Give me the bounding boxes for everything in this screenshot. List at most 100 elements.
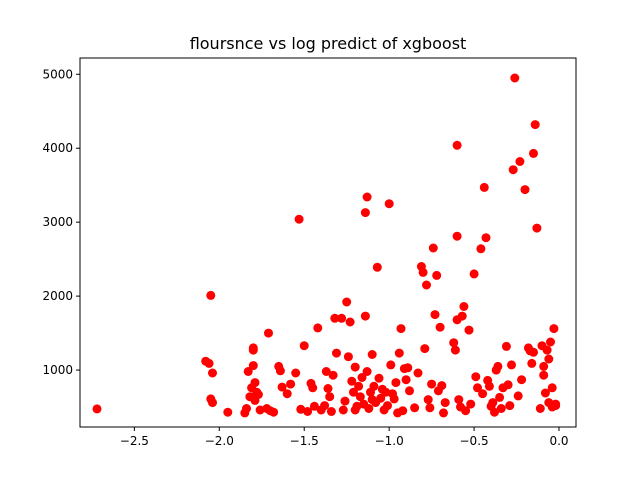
x-tick-label: −0.5 <box>460 434 489 448</box>
data-point <box>549 324 559 334</box>
data-point <box>430 310 440 320</box>
data-point <box>367 350 377 359</box>
data-point <box>510 73 520 83</box>
data-point <box>208 398 217 408</box>
data-point <box>275 366 285 376</box>
data-point <box>542 345 552 355</box>
data-point <box>449 338 459 348</box>
data-point <box>418 267 428 277</box>
data-point <box>349 387 358 397</box>
data-point <box>345 317 355 327</box>
data-point <box>347 376 357 386</box>
data-point <box>294 214 304 224</box>
data-point <box>539 370 549 380</box>
data-point <box>505 401 515 411</box>
data-point <box>544 354 554 364</box>
data-point <box>432 270 442 280</box>
data-point <box>255 405 265 415</box>
data-point <box>321 367 331 376</box>
data-point <box>369 381 379 391</box>
data-point <box>428 243 438 253</box>
data-point <box>427 379 437 389</box>
data-point <box>461 406 471 416</box>
data-point <box>352 401 362 411</box>
data-point <box>208 368 217 378</box>
data-point <box>403 363 413 373</box>
data-point <box>473 383 482 393</box>
data-point <box>372 262 382 272</box>
data-point <box>452 231 462 241</box>
data-point <box>513 391 523 401</box>
data-point <box>398 406 408 416</box>
data-point <box>296 404 306 414</box>
data-point <box>435 322 445 332</box>
data-point <box>299 341 309 351</box>
data-point <box>405 386 414 396</box>
data-point <box>527 358 537 368</box>
data-point <box>376 393 386 403</box>
data-point <box>535 404 545 413</box>
y-tick-label: 1000 <box>42 363 73 377</box>
data-point <box>508 165 518 175</box>
data-point <box>303 407 313 416</box>
data-point <box>540 388 550 398</box>
data-point <box>469 269 479 279</box>
data-point <box>386 360 396 370</box>
data-point <box>362 367 372 376</box>
data-point <box>401 375 411 385</box>
data-point <box>328 370 338 380</box>
data-point <box>360 311 370 321</box>
y-tick-label: 4000 <box>42 141 73 155</box>
data-point <box>360 208 370 218</box>
data-point <box>92 404 102 414</box>
data-points <box>92 73 561 418</box>
y-axis: 1000 2000 3000 4000 5000 <box>42 67 80 377</box>
x-tick-label: −2.5 <box>120 434 149 448</box>
data-point <box>532 223 542 233</box>
data-point <box>223 407 233 417</box>
data-point <box>383 401 392 411</box>
data-point <box>484 381 494 391</box>
data-point <box>243 367 253 376</box>
data-point <box>488 398 498 408</box>
data-point <box>389 394 399 404</box>
data-point <box>394 348 404 358</box>
data-point <box>354 381 364 391</box>
data-point <box>423 395 433 405</box>
data-point <box>490 407 499 417</box>
data-point <box>250 378 260 388</box>
data-point <box>337 313 347 323</box>
data-point <box>381 387 391 397</box>
data-point <box>422 280 431 290</box>
data-point <box>517 375 527 385</box>
data-point <box>362 192 372 202</box>
data-point <box>364 404 374 413</box>
data-point <box>496 404 506 413</box>
data-point <box>471 372 481 382</box>
data-point <box>248 345 258 355</box>
data-point <box>410 403 420 413</box>
data-point <box>350 362 360 372</box>
data-point <box>493 361 503 371</box>
data-point <box>374 373 384 383</box>
data-point <box>546 337 555 347</box>
data-point <box>439 408 448 418</box>
plot-frame <box>79 57 577 428</box>
data-point <box>530 120 540 130</box>
data-point <box>547 383 557 393</box>
data-point <box>384 199 394 209</box>
data-point <box>457 311 467 321</box>
y-tick-label: 2000 <box>42 289 73 303</box>
data-point <box>242 404 251 413</box>
data-point <box>277 382 287 392</box>
data-point <box>391 378 401 388</box>
data-point <box>323 384 333 393</box>
data-point <box>466 399 476 409</box>
data-point <box>342 297 352 307</box>
data-point <box>440 398 450 408</box>
data-point <box>503 380 513 390</box>
data-point <box>464 325 474 335</box>
data-point <box>454 395 464 405</box>
data-point <box>539 361 549 371</box>
data-point <box>396 324 406 334</box>
